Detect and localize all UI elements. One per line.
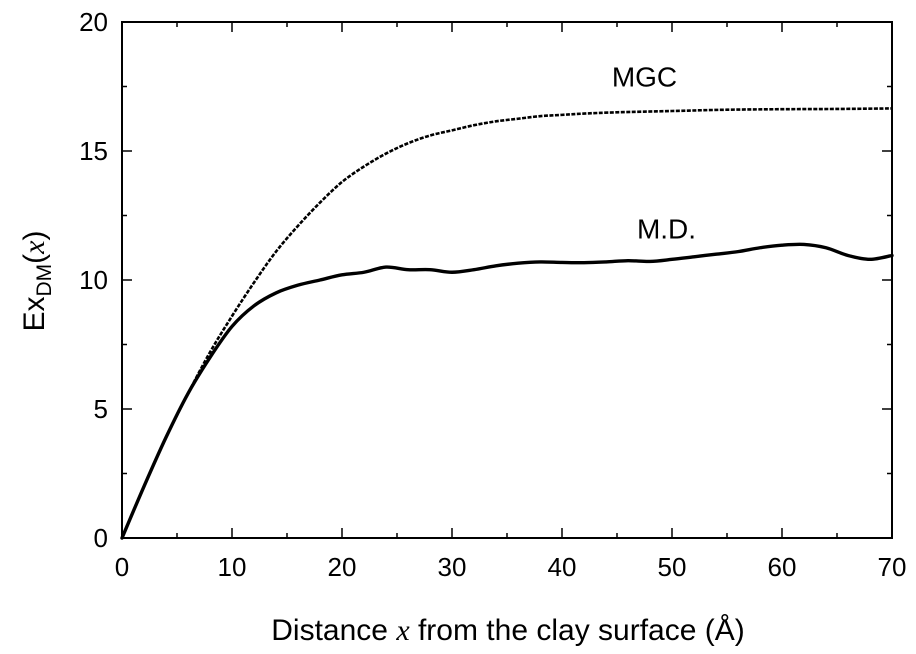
- x-axis-title-prefix: Distance: [271, 614, 396, 647]
- y-axis-title-subscript: DM: [33, 264, 56, 297]
- y-tick-label: 15: [79, 136, 108, 166]
- plot-area: [121, 21, 893, 539]
- plot-frame: [121, 21, 893, 539]
- series-line-mgc: [120, 107, 893, 539]
- annotation-m-d: M.D.: [637, 214, 696, 245]
- x-tick-label: 50: [658, 552, 687, 582]
- x-tick-label: 60: [768, 552, 797, 582]
- y-axis-title-close-paren: ): [18, 230, 51, 240]
- axis-ticks: 0 10 20 30 40 50 60 70 0 5 10 15 20: [79, 7, 906, 582]
- x-axis-title-variable: x: [395, 614, 410, 647]
- series-line-m-d: [120, 242, 894, 540]
- y-axis-title-variable: x: [18, 240, 51, 255]
- y-axis-title-open-paren: (: [18, 254, 51, 264]
- x-axis-title-suffix: from the clay surface (Å): [410, 614, 745, 647]
- x-axis-title: Distance x from the clay surface (Å): [271, 614, 745, 647]
- x-tick-label: 0: [115, 552, 129, 582]
- y-tick-label: 5: [94, 394, 108, 424]
- y-tick-label: 20: [79, 7, 108, 37]
- y-tick-label: 0: [94, 523, 108, 553]
- x-tick-label: 40: [548, 552, 577, 582]
- y-tick-label: 10: [79, 265, 108, 295]
- y-axis-title-base: Ex: [18, 296, 51, 331]
- x-tick-label: 10: [218, 552, 247, 582]
- x-tick-label: 70: [878, 552, 907, 582]
- annotations: MGC M.D.: [612, 62, 696, 245]
- y-axis-title: ExDM(x): [18, 230, 56, 331]
- series-lines: [120, 107, 894, 540]
- x-tick-label: 20: [328, 552, 357, 582]
- annotation-mgc: MGC: [612, 62, 677, 93]
- x-tick-label: 30: [438, 552, 467, 582]
